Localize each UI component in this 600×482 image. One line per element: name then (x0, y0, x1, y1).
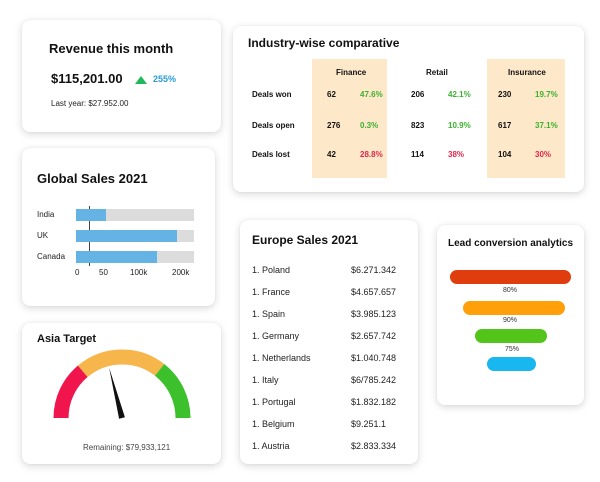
asia-target-title: Asia Target (37, 333, 97, 345)
list-item-country: 1. Spain (252, 309, 286, 319)
gauge-segment-mid (77, 349, 165, 378)
asia-remaining: Remaining: $79,933,121 (83, 443, 171, 452)
list-item-value: $1.832.182 (351, 397, 397, 407)
cell-pct: 47.6% (360, 90, 383, 99)
revenue-last-year: Last year: $27.952.00 (51, 99, 129, 108)
bar-track (76, 209, 194, 221)
lead-conversion-title: Lead conversion analytics (448, 238, 574, 249)
revenue-card: Revenue this month $115,201.00 255% Last… (22, 20, 221, 132)
gauge (53, 349, 191, 419)
insurance-column-highlight (487, 59, 565, 178)
x-tick-label: 200k (172, 268, 190, 277)
list-item-country: 1. Poland (252, 265, 291, 275)
row-label-deals-lost: Deals lost (252, 150, 290, 159)
europe-sales-card: Europe Sales 2021 1. Poland $6.271.342 1… (240, 220, 418, 464)
bar (76, 209, 106, 221)
cell-value: 42 (327, 150, 336, 159)
cell-value: 206 (411, 90, 425, 99)
x-tick-label: 50 (99, 268, 108, 277)
col-header-finance: Finance (336, 68, 367, 77)
funnel-stage-2-pct: 90% (503, 317, 518, 324)
lead-conversion-card: Lead conversion analytics 80% 90% 75% (437, 225, 584, 405)
list-item-value: $2.657.742 (351, 331, 397, 341)
gauge-segment-high (154, 363, 191, 419)
bar-track (76, 251, 194, 263)
col-header-retail: Retail (426, 68, 448, 77)
bar-label: India (37, 210, 55, 219)
list-item-value: $2.833.334 (351, 441, 397, 451)
gauge-needle (109, 367, 125, 419)
bar (76, 251, 157, 263)
funnel-stage-3-pct: 75% (505, 346, 520, 353)
list-item-country: 1. Netherlands (252, 353, 311, 363)
list-item-country: 1. Austria (252, 441, 290, 451)
list-item-country: 1. Portugal (252, 397, 296, 407)
gauge-segment-low (53, 365, 88, 419)
list-item-value: $1.040.748 (351, 353, 397, 363)
cell-pct: 28.8% (360, 150, 383, 159)
cell-pct: 37.1% (535, 121, 558, 130)
asia-target-card: Asia Target Remaining: $79,933,121 (22, 323, 221, 464)
funnel-stage-1 (450, 270, 571, 284)
trend-up-icon (135, 76, 147, 84)
row-label-deals-open: Deals open (252, 121, 295, 130)
global-sales-title: Global Sales 2021 (37, 171, 148, 186)
list-item-country: 1. France (252, 287, 291, 297)
global-sales-card: Global Sales 2021 India UK Canada 0 50 100k 20… (22, 148, 215, 306)
cell-pct: 0.3% (360, 121, 379, 130)
funnel-stage-2 (463, 301, 565, 315)
list-item-value: $4.657.657 (351, 287, 397, 297)
list-item-value: $9.251.1 (351, 419, 387, 429)
list-item-country: 1. Italy (252, 375, 279, 385)
bar-label: Canada (37, 252, 66, 261)
col-header-insurance: Insurance (508, 68, 546, 77)
cell-value: 617 (498, 121, 512, 130)
revenue-change: 255% (153, 74, 177, 84)
cell-pct: 42.1% (448, 90, 471, 99)
cell-value: 230 (498, 90, 512, 99)
funnel-stage-1-pct: 80% (503, 287, 518, 294)
x-tick-label: 0 (75, 268, 80, 277)
funnel-stage-3 (475, 329, 547, 343)
finance-column-highlight (312, 59, 387, 178)
cell-value: 104 (498, 150, 512, 159)
industry-card: Industry-wise comparative Finance Retail… (233, 26, 584, 192)
revenue-amount: $115,201.00 (51, 71, 123, 86)
cell-value: 276 (327, 121, 341, 130)
list-item-country: 1. Germany (252, 331, 300, 341)
industry-title: Industry-wise comparative (248, 36, 400, 50)
list-item-value: $6.271.342 (351, 265, 397, 275)
list-item-value: $6/785.242 (351, 375, 397, 385)
list-item-value: $3.985.123 (351, 309, 397, 319)
funnel-stage-4 (487, 357, 536, 371)
bar-track (76, 230, 194, 242)
cell-value: 823 (411, 121, 425, 130)
row-label-deals-won: Deals won (252, 90, 292, 99)
revenue-title: Revenue this month (49, 41, 174, 56)
cell-pct: 19.7% (535, 90, 558, 99)
cell-pct: 10.9% (448, 121, 471, 130)
europe-sales-title: Europe Sales 2021 (252, 233, 359, 247)
cell-value: 114 (411, 150, 424, 159)
list-item-country: 1. Belgium (252, 419, 295, 429)
cell-pct: 38% (448, 150, 465, 159)
bar (76, 230, 178, 242)
cell-pct: 30% (535, 150, 552, 159)
x-tick-label: 100k (130, 268, 148, 277)
cell-value: 62 (327, 90, 336, 99)
bar-label: UK (37, 231, 49, 240)
